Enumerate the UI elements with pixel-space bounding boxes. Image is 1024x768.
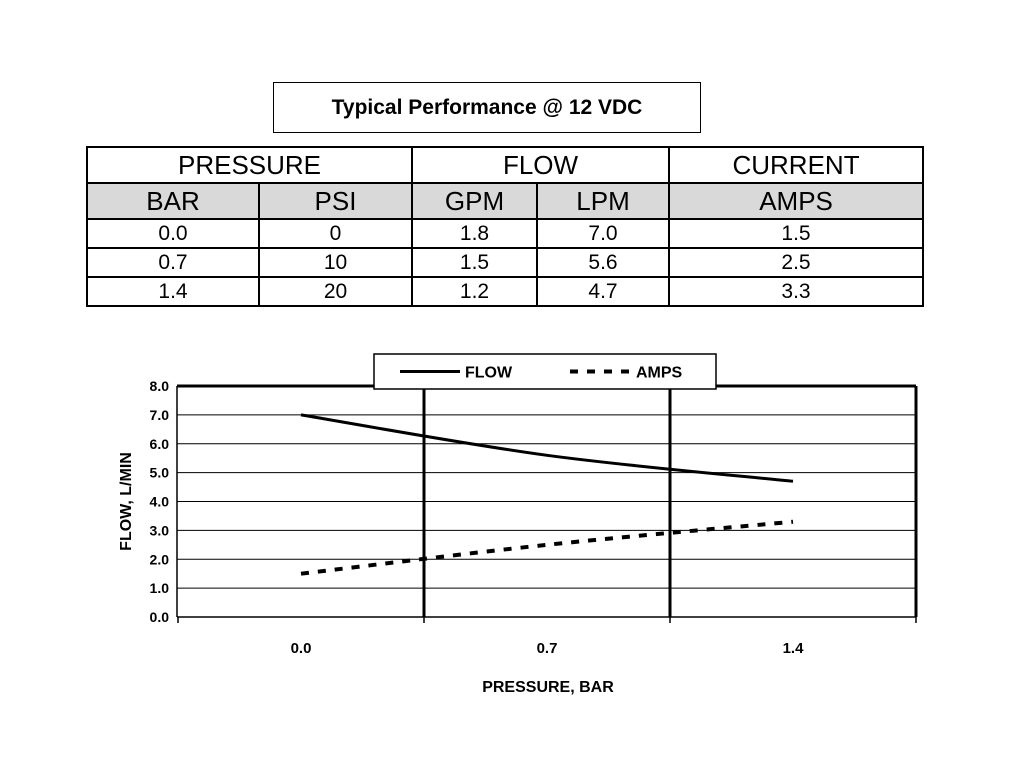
- y-tick-label: 3.0: [150, 522, 170, 538]
- table-row: 0.7 10 1.5 5.6 2.5: [86, 247, 925, 278]
- y-tick-label: 4.0: [150, 494, 170, 510]
- y-tick-label: 5.0: [150, 465, 170, 481]
- table-cell: 20: [257, 276, 414, 307]
- y-tick-label: 6.0: [150, 436, 170, 452]
- table-row: 1.4 20 1.2 4.7 3.3: [86, 276, 925, 307]
- table-cell: 7.0: [536, 218, 671, 249]
- series-line-flow: [300, 413, 794, 483]
- x-axis-label: PRESSURE, BAR: [482, 679, 614, 696]
- x-tick-label: 0.0: [291, 640, 312, 657]
- y-tick-label: 1.0: [150, 580, 170, 596]
- table-cell: 1.5: [668, 218, 925, 249]
- unit-header-lpm: LPM: [536, 182, 671, 220]
- table-cell: 0.7: [86, 247, 260, 278]
- table-row: 0.0 0 1.8 7.0 1.5: [86, 218, 925, 249]
- table-cell: 2.5: [668, 247, 925, 278]
- unit-header-psi: PSI: [257, 182, 414, 220]
- chart-title: Typical Performance @ 12 VDC: [273, 82, 701, 133]
- table-cell: 10: [257, 247, 414, 278]
- y-tick-label: 7.0: [150, 407, 170, 423]
- table-cell: 4.7: [536, 276, 671, 307]
- performance-table: PRESSURE FLOW CURRENT BAR PSI GPM LPM AM…: [85, 146, 925, 307]
- x-tick-label: 1.4: [783, 640, 805, 657]
- table-cell: 1.4: [86, 276, 260, 307]
- group-header-flow: FLOW: [411, 146, 671, 184]
- legend-label-amps: AMPS: [636, 365, 683, 382]
- table-group-header-row: PRESSURE FLOW CURRENT: [85, 146, 925, 184]
- table-units-row: BAR PSI GPM LPM AMPS: [86, 182, 925, 220]
- y-tick-label: 2.0: [150, 551, 170, 567]
- group-header-current: CURRENT: [668, 146, 925, 184]
- x-tick-label: 0.7: [537, 640, 558, 657]
- unit-header-gpm: GPM: [411, 182, 539, 220]
- y-axis-label: FLOW, L/MIN: [118, 452, 135, 551]
- table-cell: 1.2: [411, 276, 539, 307]
- table-cell: 1.5: [411, 247, 539, 278]
- series-line-amps: [300, 519, 794, 576]
- table-cell: 5.6: [536, 247, 671, 278]
- table-cell: 0: [257, 218, 414, 249]
- legend-label-flow: FLOW: [465, 365, 513, 382]
- table-cell: 1.8: [411, 218, 539, 249]
- unit-header-bar: BAR: [86, 182, 260, 220]
- group-header-pressure: PRESSURE: [85, 146, 414, 184]
- table-cell: 3.3: [668, 276, 925, 307]
- y-tick-label: 8.0: [150, 378, 170, 394]
- y-tick-label: 0.0: [150, 609, 170, 625]
- table-cell: 0.0: [86, 218, 260, 249]
- unit-header-amps: AMPS: [668, 182, 925, 220]
